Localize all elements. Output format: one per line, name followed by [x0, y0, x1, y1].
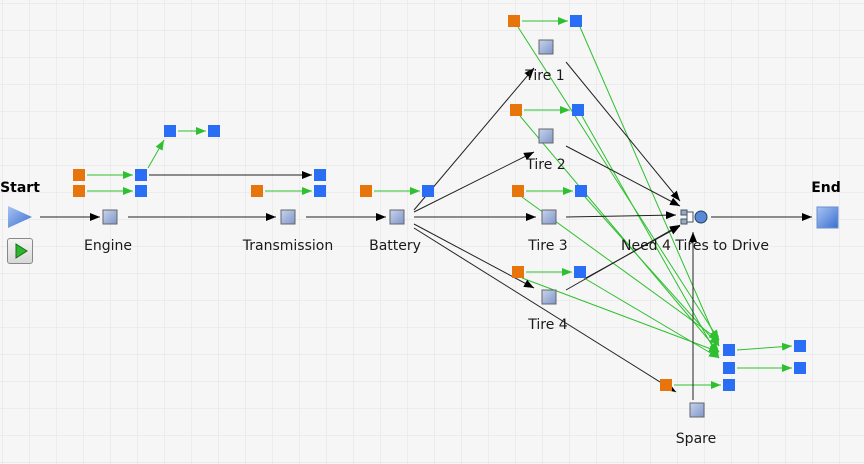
start-label: Start: [0, 180, 40, 196]
spare-node[interactable]: [689, 402, 705, 418]
resource-blue[interactable]: [570, 15, 582, 27]
resource-blue[interactable]: [135, 169, 147, 181]
resource-orange[interactable]: [660, 379, 672, 391]
resource-orange[interactable]: [512, 266, 524, 278]
resource-blue[interactable]: [794, 340, 806, 352]
resource-blue[interactable]: [575, 185, 587, 197]
gate-icon[interactable]: [680, 209, 708, 225]
resource-blue[interactable]: [135, 185, 147, 197]
run-button[interactable]: [7, 238, 33, 264]
tire1-node[interactable]: [538, 39, 554, 55]
resource-orange[interactable]: [251, 185, 263, 197]
flow-arrow[interactable]: [585, 225, 681, 279]
end-label: End: [811, 180, 841, 196]
resource-link: [583, 277, 720, 359]
resource-orange[interactable]: [510, 104, 522, 116]
resource-orange[interactable]: [73, 185, 85, 197]
resource-blue[interactable]: [422, 185, 434, 197]
transmission-label: Transmission: [242, 238, 334, 254]
battery-label: Battery: [369, 238, 421, 254]
flow-arrow[interactable]: [413, 227, 677, 393]
nodes: [102, 39, 705, 418]
resource-blue[interactable]: [723, 379, 735, 391]
need4-label: Need 4 Tires to Drive: [620, 238, 770, 254]
tire4-node[interactable]: [541, 289, 557, 305]
resource-link: [584, 196, 720, 347]
tire3-label: Tire 3: [528, 238, 568, 254]
spare-label: Spare: [675, 431, 717, 447]
resource-link: [579, 26, 720, 347]
tire4-label: Tire 4: [528, 317, 568, 333]
resource-blue[interactable]: [572, 104, 584, 116]
resource-blue[interactable]: [574, 266, 586, 278]
flow-arrow[interactable]: [565, 211, 677, 220]
resource-blue[interactable]: [164, 125, 176, 137]
flow-arrow[interactable]: [565, 61, 681, 202]
battery-node[interactable]: [389, 209, 405, 225]
flow-arrow[interactable]: [413, 151, 535, 213]
resource-orange[interactable]: [360, 185, 372, 197]
end-square-icon[interactable]: [816, 206, 839, 229]
resource-link: [519, 115, 720, 353]
resource-blue[interactable]: [314, 185, 326, 197]
resource-blue[interactable]: [208, 125, 220, 137]
start-play-icon[interactable]: [8, 206, 32, 228]
tire2-label: Tire 2: [526, 157, 566, 173]
transmission-node[interactable]: [280, 209, 296, 225]
resource-links: [87, 17, 793, 389]
resource-orange[interactable]: [512, 185, 524, 197]
resource-link: [736, 342, 793, 351]
tire1-label: Tire 1: [525, 68, 565, 84]
resource-orange[interactable]: [73, 169, 85, 181]
resource-blue[interactable]: [723, 344, 735, 356]
resource-link: [517, 26, 720, 341]
play-icon: [15, 243, 28, 259]
tire2-node[interactable]: [538, 128, 554, 144]
resource-link: [147, 139, 165, 169]
resource-blue[interactable]: [723, 362, 735, 374]
engine-node[interactable]: [102, 209, 118, 225]
flow-arrows: [40, 61, 812, 400]
resource-blue[interactable]: [314, 169, 326, 181]
resources: [73, 15, 806, 391]
resource-link: [581, 115, 720, 359]
resource-blue[interactable]: [794, 362, 806, 374]
tire3-node[interactable]: [541, 209, 557, 225]
flow-arrow[interactable]: [565, 145, 681, 207]
engine-label: Engine: [84, 238, 132, 254]
resource-orange[interactable]: [508, 15, 520, 27]
